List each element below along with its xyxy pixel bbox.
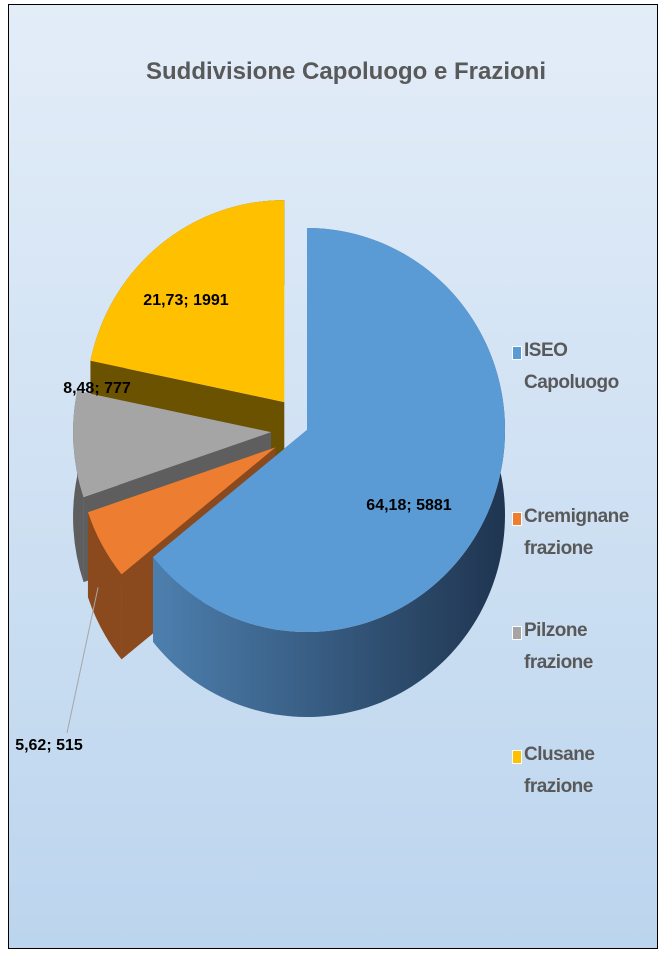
- legend-entry: Clusane frazione: [512, 739, 649, 803]
- slice-wall: [87, 512, 122, 660]
- legend-label: Clusane frazione: [524, 744, 595, 797]
- legend-swatch: [512, 626, 522, 640]
- chart: Suddivisione Capoluogo e Frazioni 64,18;…: [8, 4, 658, 949]
- chart-title: Suddivisione Capoluogo e Frazioni: [146, 58, 546, 85]
- plot: Suddivisione Capoluogo e Frazioni 64,18;…: [15, 58, 546, 754]
- slice-top: [90, 200, 285, 403]
- data-label: 64,18; 5881: [366, 497, 452, 514]
- slice-top: [73, 390, 272, 498]
- legend-swatch: [512, 346, 522, 360]
- slice-top: [87, 447, 276, 575]
- slice-top: [153, 228, 506, 632]
- slice: [153, 228, 506, 718]
- data-label: 21,73; 1991: [143, 292, 229, 309]
- legend-entry: Cremignane frazione: [512, 501, 649, 565]
- legend-label: Cremignane frazione: [524, 506, 629, 559]
- legend-label: ISEO Capoluogo: [524, 340, 619, 393]
- leader-line: [66, 587, 99, 734]
- legend-label: Pilzone frazione: [524, 620, 593, 673]
- legend-swatch: [512, 750, 522, 764]
- data-label: 8,48; 777: [63, 380, 131, 397]
- data-label: 5,62; 515: [15, 737, 83, 754]
- legend-entry: ISEO Capoluogo: [512, 335, 649, 399]
- slice-wall: [153, 228, 506, 718]
- legend-entry: Pilzone frazione: [512, 615, 649, 679]
- legend-swatch: [512, 512, 522, 526]
